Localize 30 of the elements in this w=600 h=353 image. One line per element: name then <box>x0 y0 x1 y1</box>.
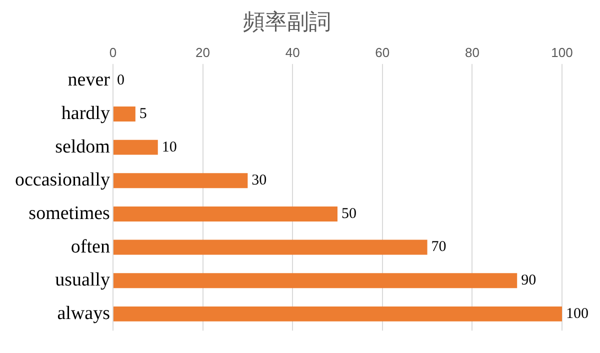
y-tick-label: seldom <box>55 136 110 158</box>
y-tick-label: often <box>70 236 110 258</box>
x-tick-label: 100 <box>551 44 573 60</box>
y-tick-label: occasionally <box>14 170 110 191</box>
data-label: 90 <box>521 272 536 289</box>
bar <box>113 140 158 155</box>
data-label: 30 <box>252 172 267 189</box>
x-tick-label: 60 <box>375 44 390 60</box>
y-tick-label: always <box>57 302 110 324</box>
bar <box>113 240 428 255</box>
x-tick-label: 40 <box>285 44 300 60</box>
y-tick-label: sometimes <box>28 202 110 224</box>
bar <box>113 306 562 322</box>
x-tick-label: 0 <box>109 44 117 60</box>
data-label: 50 <box>341 206 356 222</box>
bar <box>113 173 248 188</box>
bar <box>113 206 338 222</box>
data-label: 70 <box>431 239 446 256</box>
data-label: 100 <box>566 306 588 322</box>
bar <box>113 273 518 288</box>
bar <box>113 106 136 122</box>
y-tick-label: never <box>68 70 111 91</box>
y-tick-label: usually <box>55 270 110 291</box>
chart-title: 頻率副詞 <box>243 10 331 35</box>
x-tick-label: 20 <box>196 44 210 60</box>
y-tick-label: hardly <box>61 102 110 124</box>
data-label: 5 <box>139 106 147 122</box>
data-label: 0 <box>116 72 124 89</box>
data-label: 10 <box>162 139 177 156</box>
x-tick-label: 80 <box>464 44 480 60</box>
